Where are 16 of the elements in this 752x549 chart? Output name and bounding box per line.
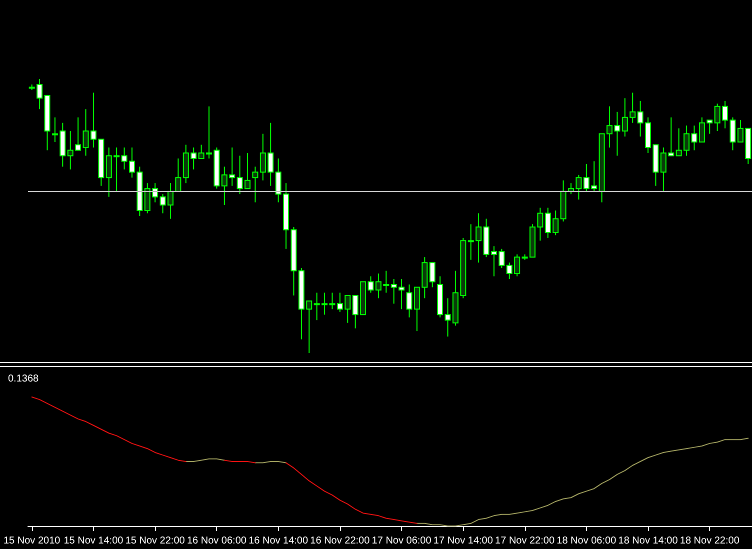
x-tick-label: 18 Nov 14:00 — [618, 536, 678, 546]
x-tick-label: 18 Nov 06:00 — [556, 536, 617, 546]
x-tick-label: 16 Nov 06:00 — [186, 536, 247, 546]
x-tick-label: 17 Nov 06:00 — [372, 536, 432, 546]
candlestick — [560, 180, 566, 222]
x-tick-label: 17 Nov 22:00 — [495, 536, 555, 546]
chart-title: 0.1368 — [8, 374, 40, 384]
x-tick-label: 16 Nov 14:00 — [248, 536, 308, 546]
x-tick-label: 15 Nov 14:00 — [64, 536, 124, 546]
candlestick — [437, 276, 444, 318]
x-tick-label: 16 Nov 22:00 — [310, 536, 370, 546]
x-tick-label: 18 Nov 22:00 — [680, 536, 740, 546]
x-tick-label: 15 Nov 2010 — [3, 536, 61, 546]
candlestick — [252, 166, 258, 203]
x-tick-label: 17 Nov 14:00 — [433, 536, 494, 546]
x-tick-label: 15 Nov 22:00 — [125, 536, 186, 546]
